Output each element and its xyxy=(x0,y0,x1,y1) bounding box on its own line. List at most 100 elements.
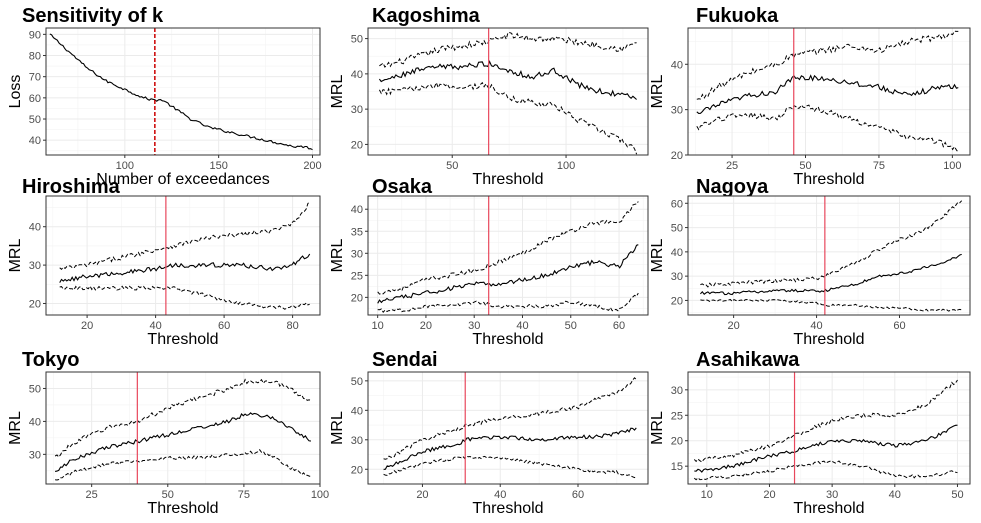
chart-panel: Fukuoka 25 50 75 100 20 30 40 Threshold MRL xyxy=(649,5,971,188)
y-tick-label: 20 xyxy=(671,150,683,162)
x-axis-label: Threshold xyxy=(793,500,864,517)
y-axis-label: MRL xyxy=(7,239,24,273)
x-tick-label: 25 xyxy=(726,160,738,172)
x-tick-label: 20 xyxy=(416,489,428,501)
series-line-mrl xyxy=(378,60,637,100)
plot-area xyxy=(368,196,648,315)
x-tick-label: 40 xyxy=(494,489,506,501)
panel-border xyxy=(367,195,649,316)
y-tick-label: 80 xyxy=(29,51,41,63)
y-tick-label: 30 xyxy=(671,271,683,283)
panel-border xyxy=(45,195,321,316)
y-tick-label: 50 xyxy=(29,114,41,126)
series-line-mrl xyxy=(694,424,958,473)
x-tick-label: 100 xyxy=(116,160,134,172)
panel-border xyxy=(687,371,971,485)
y-tick-label: 20 xyxy=(351,139,363,151)
y-axis-label: MRL xyxy=(329,411,346,445)
y-tick-label: 40 xyxy=(671,59,683,71)
y-tick-label: 30 xyxy=(671,385,683,397)
chart-title: Osaka xyxy=(372,176,433,198)
x-axis-label: Number of exceedances xyxy=(96,171,269,188)
series-line-lower xyxy=(55,449,312,481)
chart-title: Kagoshima xyxy=(372,5,481,27)
series-line-mrl xyxy=(59,253,311,283)
y-tick-label: 40 xyxy=(351,405,363,417)
series-line-upper xyxy=(693,379,958,463)
series-line-upper xyxy=(54,378,311,458)
y-tick-label: 15 xyxy=(671,461,683,473)
y-tick-label: 40 xyxy=(29,416,41,428)
panel-border xyxy=(367,27,649,156)
x-tick-label: 50 xyxy=(565,320,577,332)
plot-area xyxy=(688,196,970,315)
y-axis-label: MRL xyxy=(329,239,346,273)
chart-title: Nagoya xyxy=(696,176,769,198)
y-tick-label: 50 xyxy=(671,223,683,235)
y-tick-label: 20 xyxy=(671,295,683,307)
x-tick-label: 20 xyxy=(727,320,739,332)
y-tick-label: 30 xyxy=(29,260,41,272)
y-tick-label: 30 xyxy=(351,104,363,116)
y-tick-label: 90 xyxy=(29,29,41,41)
x-tick-label: 100 xyxy=(311,489,329,501)
y-axis-label: Loss xyxy=(7,75,24,109)
x-tick-label: 60 xyxy=(893,320,905,332)
series-line-mrl xyxy=(377,244,639,304)
series-line-lower xyxy=(377,292,639,314)
series-line-lower xyxy=(700,298,962,312)
y-tick-label: 20 xyxy=(351,292,363,304)
series-line-upper xyxy=(383,377,637,460)
panel-border xyxy=(45,27,321,156)
x-tick-label: 10 xyxy=(701,489,713,501)
x-axis-label: Threshold xyxy=(147,331,218,348)
y-tick-label: 35 xyxy=(351,226,363,238)
x-tick-label: 50 xyxy=(799,160,811,172)
x-tick-label: 40 xyxy=(810,320,822,332)
chart-panel: Nagoya 20 40 60 20 30 40 50 60 Threshold MRL xyxy=(649,176,971,348)
x-axis-label: Threshold xyxy=(472,331,543,348)
x-tick-label: 50 xyxy=(446,160,458,172)
y-axis-label: MRL xyxy=(649,411,666,445)
x-tick-label: 30 xyxy=(468,320,480,332)
y-tick-label: 25 xyxy=(671,410,683,422)
series-line-lower xyxy=(693,460,958,481)
y-tick-label: 60 xyxy=(671,198,683,210)
chart-title: Sendai xyxy=(372,349,438,371)
series-line-Loss xyxy=(49,33,313,151)
x-tick-label: 20 xyxy=(763,489,775,501)
y-tick-label: 20 xyxy=(351,464,363,476)
series-line-lower xyxy=(59,285,310,310)
series-line-mrl xyxy=(699,253,962,296)
x-tick-label: 50 xyxy=(162,489,174,501)
panel-border xyxy=(687,195,971,316)
y-tick-label: 20 xyxy=(671,436,683,448)
y-tick-label: 25 xyxy=(351,270,363,282)
chart-panel: Kagoshima 50 100 20 30 40 50 Threshold MRL xyxy=(329,5,649,188)
x-tick-label: 25 xyxy=(86,489,98,501)
x-tick-label: 40 xyxy=(516,320,528,332)
series-line-upper xyxy=(700,200,963,288)
chart-title: Asahikawa xyxy=(696,349,800,371)
x-tick-label: 75 xyxy=(873,160,885,172)
x-tick-label: 60 xyxy=(572,489,584,501)
y-axis-label: MRL xyxy=(649,239,666,273)
y-tick-label: 40 xyxy=(351,69,363,81)
x-tick-label: 10 xyxy=(372,320,384,332)
y-tick-label: 30 xyxy=(351,435,363,447)
plot-area xyxy=(46,196,320,315)
y-tick-label: 40 xyxy=(29,222,41,234)
x-axis-label: Threshold xyxy=(793,331,864,348)
x-axis-label: Threshold xyxy=(472,171,543,188)
series-line-upper xyxy=(377,201,639,295)
y-tick-label: 40 xyxy=(351,204,363,216)
chart-panel: Sensitivity of k 100 150 200 40 50 60 70 80 90 Num… xyxy=(7,5,322,188)
x-axis-label: Threshold xyxy=(793,171,864,188)
y-axis-label: MRL xyxy=(329,75,346,109)
x-tick-label: 50 xyxy=(951,489,963,501)
x-tick-label: 200 xyxy=(303,160,321,172)
